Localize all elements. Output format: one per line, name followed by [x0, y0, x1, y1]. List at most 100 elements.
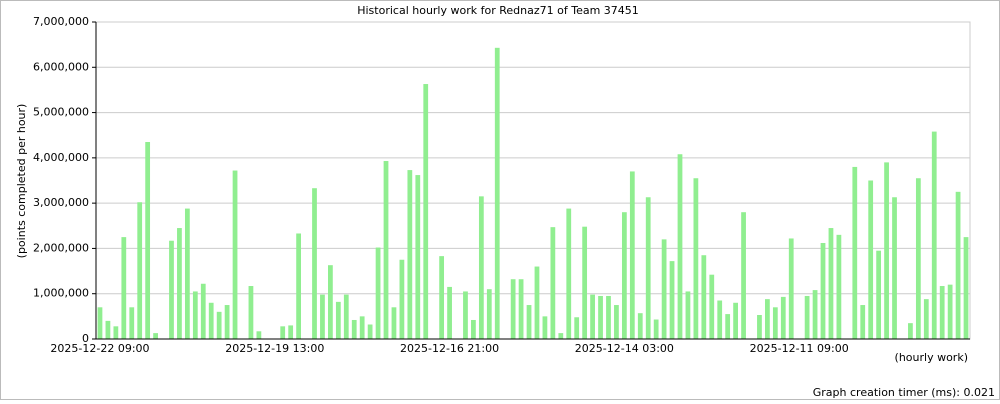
bar — [486, 289, 492, 339]
bar — [232, 170, 238, 339]
bar — [741, 212, 746, 339]
bar — [836, 234, 842, 339]
bar — [621, 212, 627, 339]
bar — [288, 325, 294, 339]
bar — [884, 162, 889, 339]
bar — [606, 295, 611, 339]
bar — [637, 313, 643, 339]
bar — [407, 170, 413, 339]
footer: Graph creation timer (ms): 0.021 — [813, 386, 995, 399]
bar — [812, 290, 818, 339]
y-axis-label: (points completed per hour) — [15, 104, 28, 259]
bar — [550, 227, 556, 339]
bar — [105, 320, 111, 339]
bar — [328, 265, 333, 339]
bar — [256, 331, 262, 339]
bar — [439, 256, 445, 339]
bar — [717, 300, 723, 339]
bar — [955, 191, 961, 339]
x-axis-label: (hourly work) — [895, 351, 968, 364]
bar — [963, 237, 969, 339]
chart-title: Historical hourly work for Rednaz71 of T… — [357, 4, 639, 17]
bar — [908, 323, 913, 339]
bar — [685, 291, 691, 339]
bar — [375, 247, 381, 339]
bar — [359, 316, 365, 339]
bar — [463, 291, 468, 339]
bar — [216, 311, 222, 339]
bar — [772, 307, 778, 339]
bar — [669, 261, 675, 339]
bar — [645, 197, 651, 339]
bar — [510, 279, 516, 339]
bar — [725, 314, 731, 339]
y-tick-label: 2,000,000 — [33, 241, 89, 254]
bar — [693, 178, 699, 339]
x-tick-label: 2025-12-14 03:00 — [575, 342, 674, 355]
y-tick-label: 3,000,000 — [33, 196, 89, 209]
bar — [97, 307, 103, 339]
y-tick-label: 1,000,000 — [33, 287, 89, 300]
bar — [383, 161, 389, 339]
bar — [614, 305, 619, 339]
bar — [677, 154, 683, 339]
bar — [852, 166, 858, 339]
x-tick-label: 2025-12-16 21:00 — [400, 342, 499, 355]
bar — [121, 237, 127, 339]
bar — [391, 307, 397, 339]
bar — [653, 319, 659, 339]
bar — [598, 295, 603, 339]
bar — [931, 131, 937, 339]
bar — [780, 296, 786, 339]
bar — [860, 305, 866, 339]
bar — [367, 324, 373, 339]
bar — [447, 286, 452, 339]
bar — [765, 299, 770, 339]
bar — [415, 175, 421, 339]
bar — [558, 333, 564, 339]
bar — [709, 274, 715, 339]
x-tick-label: 2025-12-11 09:00 — [750, 342, 849, 355]
bar — [947, 284, 953, 339]
bar — [478, 196, 484, 339]
bar — [661, 239, 667, 339]
bar — [192, 291, 198, 339]
bar — [471, 319, 476, 339]
bar — [343, 294, 349, 339]
bar — [184, 208, 190, 339]
y-tick-label: 7,000,000 — [33, 15, 89, 28]
bar — [868, 180, 874, 339]
bar — [208, 302, 214, 339]
x-tick-label: 2025-12-19 13:00 — [225, 342, 324, 355]
bar — [113, 326, 119, 339]
bar — [757, 314, 762, 339]
bar — [542, 316, 548, 339]
bar — [145, 142, 151, 339]
bar — [526, 305, 532, 339]
bar — [399, 259, 405, 339]
bar — [280, 326, 286, 339]
y-tick-label: 6,000,000 — [33, 60, 89, 73]
y-tick-label: 0 — [82, 332, 89, 345]
y-tick-label: 5,000,000 — [33, 106, 89, 119]
bar — [169, 240, 174, 339]
bar — [788, 238, 794, 339]
bar — [590, 294, 595, 339]
bar — [828, 228, 834, 339]
x-tick-label: 2025-12-22 09:00 — [50, 342, 149, 355]
bar — [224, 305, 230, 339]
bar — [494, 47, 500, 339]
bar — [320, 294, 325, 339]
bar — [153, 333, 158, 339]
bar — [939, 286, 945, 339]
bar — [200, 283, 206, 339]
bar — [137, 202, 143, 339]
bar — [534, 266, 540, 339]
bar — [129, 307, 135, 339]
bar — [582, 226, 588, 339]
bar — [629, 171, 635, 339]
bar — [915, 178, 921, 339]
bar — [923, 299, 929, 339]
bar — [574, 317, 580, 339]
bar — [804, 295, 810, 339]
